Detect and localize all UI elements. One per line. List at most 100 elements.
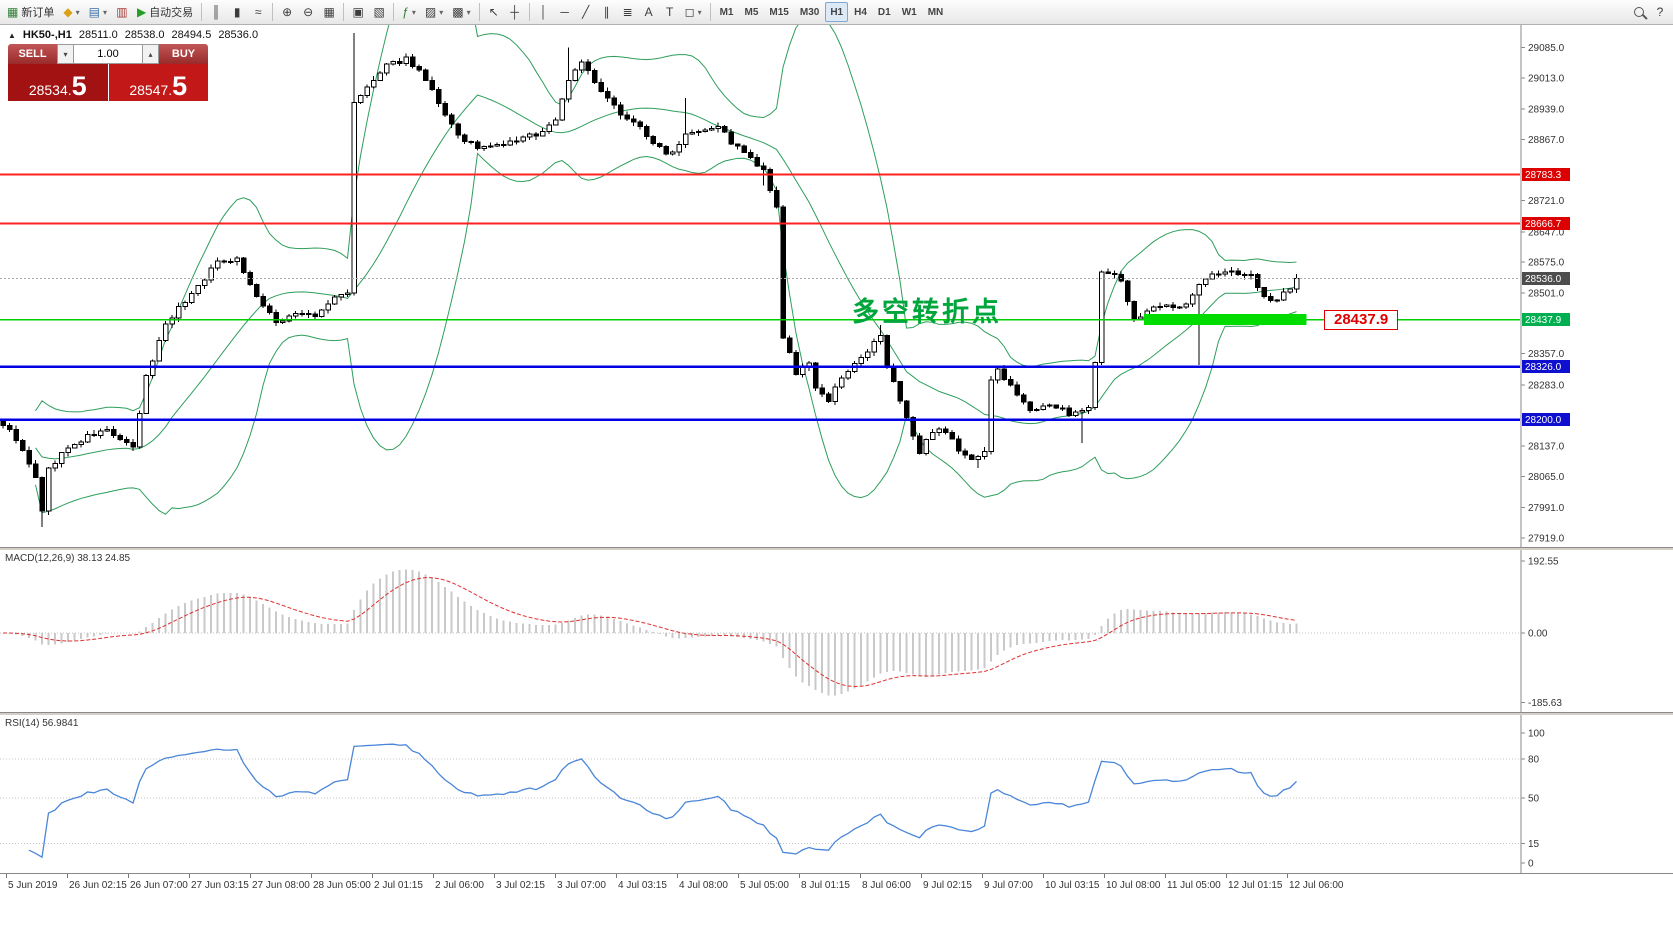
cursor-button[interactable]: ↖ bbox=[484, 2, 504, 22]
auto-scroll-button[interactable]: ▣ bbox=[348, 2, 368, 22]
time-axis-tick bbox=[921, 874, 922, 878]
equidistant-channel-button[interactable]: ∥ bbox=[597, 2, 617, 22]
chart-shift-icon: ▧ bbox=[373, 5, 385, 19]
timeframe-m1-button[interactable]: M1 bbox=[719, 6, 734, 18]
horizontal-line-button[interactable]: ─ bbox=[555, 2, 575, 22]
tile-windows-button[interactable]: ▦ bbox=[319, 2, 339, 22]
panel-splitter-macd[interactable] bbox=[0, 547, 1673, 550]
time-axis-tick bbox=[128, 874, 129, 878]
templates-icon: ▩ bbox=[452, 5, 464, 19]
trendline-icon: ╱ bbox=[581, 5, 590, 19]
panel-splitter-rsi[interactable] bbox=[0, 712, 1673, 715]
profiles-button[interactable]: ▤ ▾ bbox=[85, 2, 111, 22]
timeframe-h1-button[interactable]: H1 bbox=[825, 2, 849, 22]
svg-text:28437.9: 28437.9 bbox=[1525, 315, 1562, 326]
sell-price-tile[interactable]: 28534. 5 bbox=[8, 64, 108, 101]
text-label-button[interactable]: T bbox=[660, 2, 680, 22]
buy-price-tile[interactable]: 28547. 5 bbox=[108, 64, 208, 101]
timeframe-h4-button[interactable]: H4 bbox=[854, 6, 867, 18]
templates-button[interactable]: ▩ ▾ bbox=[448, 2, 474, 22]
timeframe-m15-button[interactable]: M15 bbox=[769, 6, 789, 18]
turning-point-annotation: 多空转折点 bbox=[852, 297, 1002, 327]
help-button[interactable]: ? bbox=[1650, 2, 1670, 22]
symbol-period: HK50-,H1 bbox=[22, 29, 72, 41]
strategy-tester-icon: ▥ bbox=[116, 5, 128, 19]
new-order-button[interactable]: ▦ 新订单 bbox=[3, 2, 58, 22]
time-axis-label: 4 Jul 03:15 bbox=[618, 880, 667, 891]
toolbar-separator bbox=[393, 3, 395, 21]
indicators-button[interactable]: ƒ ▾ bbox=[398, 2, 420, 22]
zoom-in-button[interactable]: ⊕ bbox=[277, 2, 297, 22]
arrows-button[interactable]: ◻ ▾ bbox=[681, 2, 706, 22]
search-icon bbox=[1634, 7, 1644, 17]
svg-text:28647.0: 28647.0 bbox=[1528, 227, 1565, 238]
svg-text:28357.0: 28357.0 bbox=[1528, 349, 1565, 360]
time-axis-tick bbox=[494, 874, 495, 878]
collapse-triangle-icon[interactable]: ▲ bbox=[8, 30, 16, 40]
svg-text:28065.0: 28065.0 bbox=[1528, 472, 1565, 483]
svg-text:100: 100 bbox=[1528, 729, 1545, 740]
trendline-button[interactable]: ╱ bbox=[576, 2, 596, 22]
timeframe-w1-button[interactable]: W1 bbox=[901, 6, 917, 18]
main-price-chart[interactable]: 29085.0 29013.0 28939.0 28867.0 28721.0 28647… bbox=[0, 25, 1673, 547]
autotrading-icon: ▶ bbox=[136, 5, 147, 19]
line-chart-mode-button[interactable]: ≈ bbox=[248, 2, 268, 22]
timeframe-d1-button[interactable]: D1 bbox=[877, 6, 891, 18]
time-axis-tick bbox=[433, 874, 434, 878]
timeframe-m5-button[interactable]: M5 bbox=[744, 6, 759, 18]
time-axis-label: 8 Jul 06:00 bbox=[862, 880, 911, 891]
volume-input[interactable] bbox=[74, 44, 142, 64]
time-axis-label: 9 Jul 07:00 bbox=[984, 880, 1033, 891]
bar-chart-mode-button[interactable]: ║ bbox=[206, 2, 226, 22]
toolbar-separator bbox=[201, 3, 203, 21]
one-click-trading-panel: SELL ▾ ▴ BUY 28534. 5 28547. 5 bbox=[8, 44, 208, 101]
time-axis-tick bbox=[738, 874, 739, 878]
help-icon: ? bbox=[1656, 5, 1664, 19]
volume-increase-button[interactable]: ▴ bbox=[142, 44, 159, 64]
svg-text:28326.0: 28326.0 bbox=[1525, 362, 1562, 373]
timeframe-m30-button[interactable]: M30 bbox=[799, 6, 820, 18]
vertical-line-button[interactable]: │ bbox=[534, 2, 554, 22]
time-axis-label: 12 Jul 06:00 bbox=[1289, 880, 1344, 891]
zoom-out-icon: ⊖ bbox=[303, 5, 314, 19]
new-chart-button[interactable]: ◆ ▾ bbox=[59, 2, 83, 22]
cursor-icon: ↖ bbox=[488, 5, 499, 19]
rsi-label: RSI(14) 56.9841 bbox=[5, 718, 79, 729]
arrows-icon: ◻ bbox=[684, 5, 695, 19]
time-axis-label: 9 Jul 02:15 bbox=[923, 880, 972, 891]
autotrading-button[interactable]: ▶ 自动交易 bbox=[133, 2, 197, 22]
time-axis-label: 5 Jul 05:00 bbox=[740, 880, 789, 891]
strategy-tester-button[interactable]: ▥ bbox=[112, 2, 132, 22]
crosshair-button[interactable]: ┼ bbox=[505, 2, 525, 22]
chart-shift-button[interactable]: ▧ bbox=[369, 2, 389, 22]
time-axis-tick bbox=[250, 874, 251, 878]
sell-price-big-digit: 5 bbox=[71, 71, 87, 102]
svg-text:192.55: 192.55 bbox=[1528, 557, 1559, 568]
zoom-in-icon: ⊕ bbox=[282, 5, 293, 19]
profiles-dropdown-icon: ▾ bbox=[102, 7, 107, 17]
volume-decrease-button[interactable]: ▾ bbox=[57, 44, 74, 64]
tile-windows-icon: ▦ bbox=[323, 5, 335, 19]
zoom-out-button[interactable]: ⊖ bbox=[298, 2, 318, 22]
time-axis-tick bbox=[860, 874, 861, 878]
rsi-indicator-panel[interactable]: 100 80 50 15 0 bbox=[0, 715, 1673, 873]
toolbar-separator bbox=[343, 3, 345, 21]
search-button[interactable] bbox=[1629, 2, 1649, 22]
time-axis-label: 5 Jun 2019 bbox=[8, 880, 58, 891]
buy-button[interactable]: BUY bbox=[159, 44, 208, 64]
timeframe-mn-button[interactable]: MN bbox=[927, 6, 944, 18]
sell-button[interactable]: SELL bbox=[8, 44, 57, 64]
time-axis-label: 2 Jul 06:00 bbox=[435, 880, 484, 891]
new-chart-dropdown-icon: ▾ bbox=[75, 7, 80, 17]
text-button[interactable]: A bbox=[639, 2, 659, 22]
time-axis-label: 8 Jul 01:15 bbox=[801, 880, 850, 891]
macd-indicator-panel[interactable]: 192.55 0.00 -185.63 bbox=[0, 550, 1673, 712]
time-axis[interactable]: 5 Jun 2019 26 Jun 02:15 26 Jun 07:00 27 Jun… bbox=[0, 873, 1673, 895]
time-axis-label: 27 Jun 03:15 bbox=[191, 880, 249, 891]
fibonacci-retracement-button[interactable]: ≣ bbox=[618, 2, 638, 22]
time-axis-tick bbox=[1104, 874, 1105, 878]
periods-button[interactable]: ▨ ▾ bbox=[421, 2, 447, 22]
time-axis-tick bbox=[1226, 874, 1227, 878]
templates-dropdown-icon: ▾ bbox=[466, 7, 471, 17]
candlestick-mode-button[interactable]: ▮ bbox=[227, 2, 247, 22]
